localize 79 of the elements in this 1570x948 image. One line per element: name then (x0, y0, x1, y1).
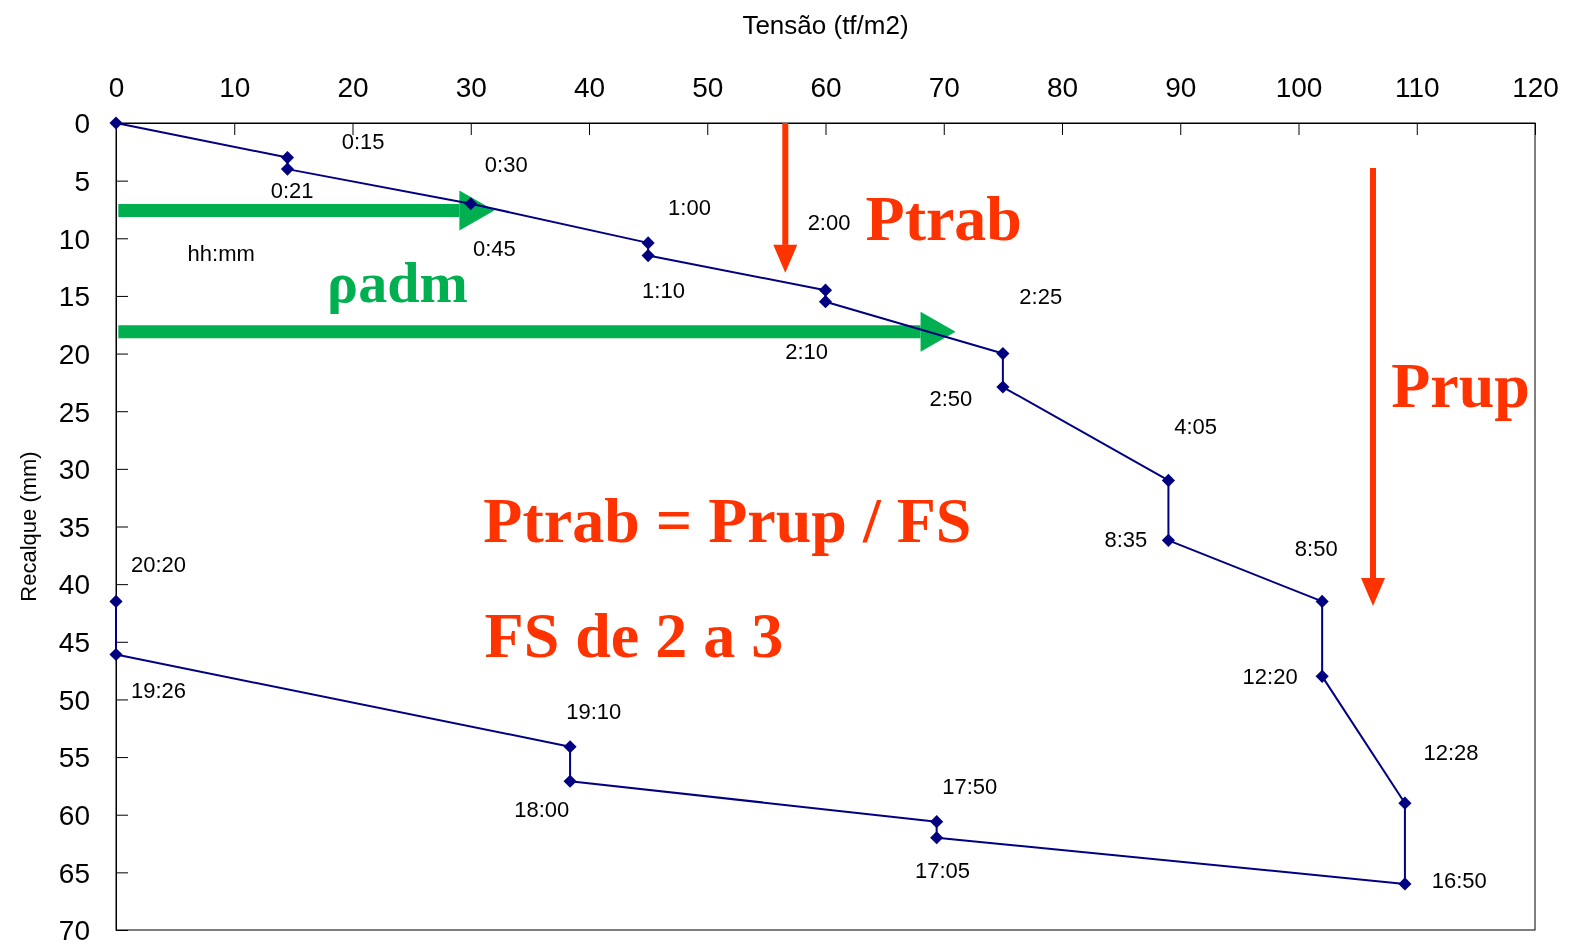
point (1315, 594, 1329, 608)
point (1315, 669, 1329, 683)
x-tick-label: 0 (108, 72, 125, 103)
point (1398, 796, 1412, 810)
x-tick-label: 100 (1275, 72, 1323, 103)
point (996, 347, 1010, 361)
point (109, 116, 123, 130)
annotation: 8:50 (1294, 536, 1338, 562)
x-tick-label: 60 (810, 72, 842, 103)
x-tick-label: 40 (573, 72, 606, 103)
annotation: 8:35 (1104, 526, 1148, 552)
annotation: 0:15 (341, 129, 385, 155)
annotation: 0:45 (472, 236, 516, 262)
point (109, 647, 123, 662)
annotation: 20:20 (131, 552, 187, 578)
annotation: 17:05 (915, 857, 971, 883)
y-tick-label: 60 (58, 800, 90, 832)
point (641, 249, 655, 263)
point (1161, 533, 1175, 547)
annotation: 18:00 (514, 796, 570, 822)
annotation: 0:21 (270, 177, 314, 203)
x-tick-label: 90 (1165, 72, 1197, 103)
annotation: Prup (1391, 350, 1530, 422)
x-tick-label: 110 (1394, 72, 1440, 103)
x-tick-label: 10 (219, 72, 251, 103)
point (280, 151, 295, 165)
point (1161, 473, 1175, 487)
annotation: 17:50 (942, 773, 998, 799)
x-tick-label: 80 (1046, 72, 1079, 103)
y-tick-label: 70 (58, 915, 90, 947)
annotation: 4:05 (1174, 413, 1218, 439)
y-tick-label: 65 (58, 857, 90, 889)
point (818, 283, 833, 297)
y-tick-label: 5 (74, 165, 90, 197)
point (996, 380, 1010, 394)
y-tick-label: 10 (58, 223, 90, 255)
annotation: hh:mm (187, 240, 255, 266)
x-tick-label: 120 (1512, 72, 1559, 103)
y-tick-label: 15 (58, 281, 90, 313)
point (563, 774, 577, 788)
y-tick-label: 55 (58, 742, 90, 774)
annotation: 12:20 (1242, 664, 1298, 690)
annotation: 0:30 (484, 152, 528, 178)
annotation: 12:28 (1423, 740, 1479, 766)
y-tick-label: 30 (58, 454, 90, 486)
annotation: 19:10 (566, 698, 622, 724)
x-tick-label: 20 (337, 72, 369, 103)
annotation: Ptrab (865, 182, 1022, 254)
y-tick-label: 35 (58, 511, 90, 543)
annotation: 19:26 (131, 677, 187, 703)
annotation: FS de 2 a 3 (484, 600, 784, 672)
point (930, 831, 944, 845)
x-tick-label: 70 (928, 72, 960, 103)
y-tick-label: 40 (58, 569, 90, 601)
annotation: 2:00 (807, 209, 851, 235)
point (280, 162, 295, 176)
annotation: 1:10 (642, 277, 685, 303)
y-tick-label: 45 (58, 627, 90, 659)
y-axis-title: Recalque (mm) (16, 451, 41, 602)
x-tick-label: 50 (692, 72, 724, 103)
point (930, 815, 944, 829)
x-tick-label: 30 (455, 72, 487, 103)
y-tick-label: 25 (58, 396, 90, 428)
point (818, 295, 833, 309)
annotation: 1:00 (668, 194, 711, 220)
y-tick-label: 50 (58, 684, 90, 716)
point (563, 740, 577, 754)
point (1398, 877, 1412, 891)
annotation: 2:50 (929, 386, 973, 412)
annotation: 2:10 (785, 338, 828, 364)
annotation: ρadm (327, 250, 468, 316)
annotation: 2:25 (1019, 283, 1063, 309)
y-tick-label: 0 (74, 108, 90, 140)
annotation: Ptrab = Prup / FS (483, 484, 972, 556)
x-axis-title: Tensão (tf/m2) (742, 10, 909, 40)
point (641, 236, 655, 250)
annotation: 16:50 (1431, 868, 1487, 894)
point (109, 594, 123, 608)
y-tick-label: 20 (58, 338, 90, 370)
